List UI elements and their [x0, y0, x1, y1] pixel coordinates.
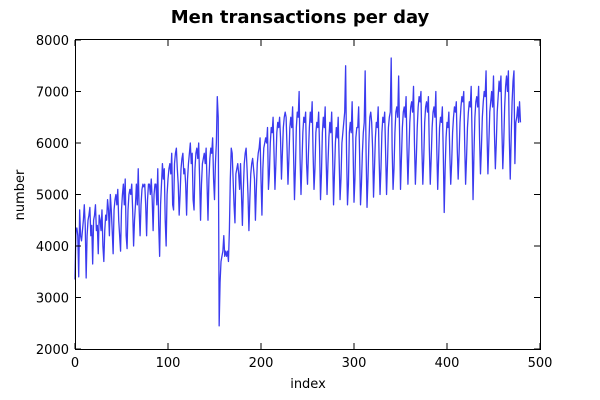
- y-tick-label: 6000: [36, 137, 69, 152]
- x-axis-label: index: [290, 377, 326, 392]
- x-tick-label: 0: [71, 356, 79, 371]
- series-line-0: [74, 57, 522, 327]
- chart-title: Men transactions per day: [171, 7, 430, 28]
- y-tick-label: 7000: [36, 86, 69, 101]
- x-tick-label: 400: [435, 356, 460, 371]
- x-tick-label: 100: [156, 356, 181, 371]
- plot-area: [74, 57, 522, 327]
- x-axis: 0 100 200 300 400 500: [71, 40, 553, 371]
- y-tick-label: 4000: [36, 240, 69, 255]
- x-tick-label: 500: [528, 356, 553, 371]
- y-axis: 2000 3000 4000 5000 6000 7000 8000: [36, 34, 540, 358]
- x-tick-label: 200: [249, 356, 274, 371]
- y-tick-label: 5000: [36, 189, 69, 204]
- y-axis-label: number: [13, 169, 28, 220]
- y-tick-label: 3000: [36, 292, 69, 307]
- y-tick-label: 8000: [36, 34, 69, 49]
- y-tick-label: 2000: [36, 343, 69, 358]
- x-tick-label: 300: [342, 356, 367, 371]
